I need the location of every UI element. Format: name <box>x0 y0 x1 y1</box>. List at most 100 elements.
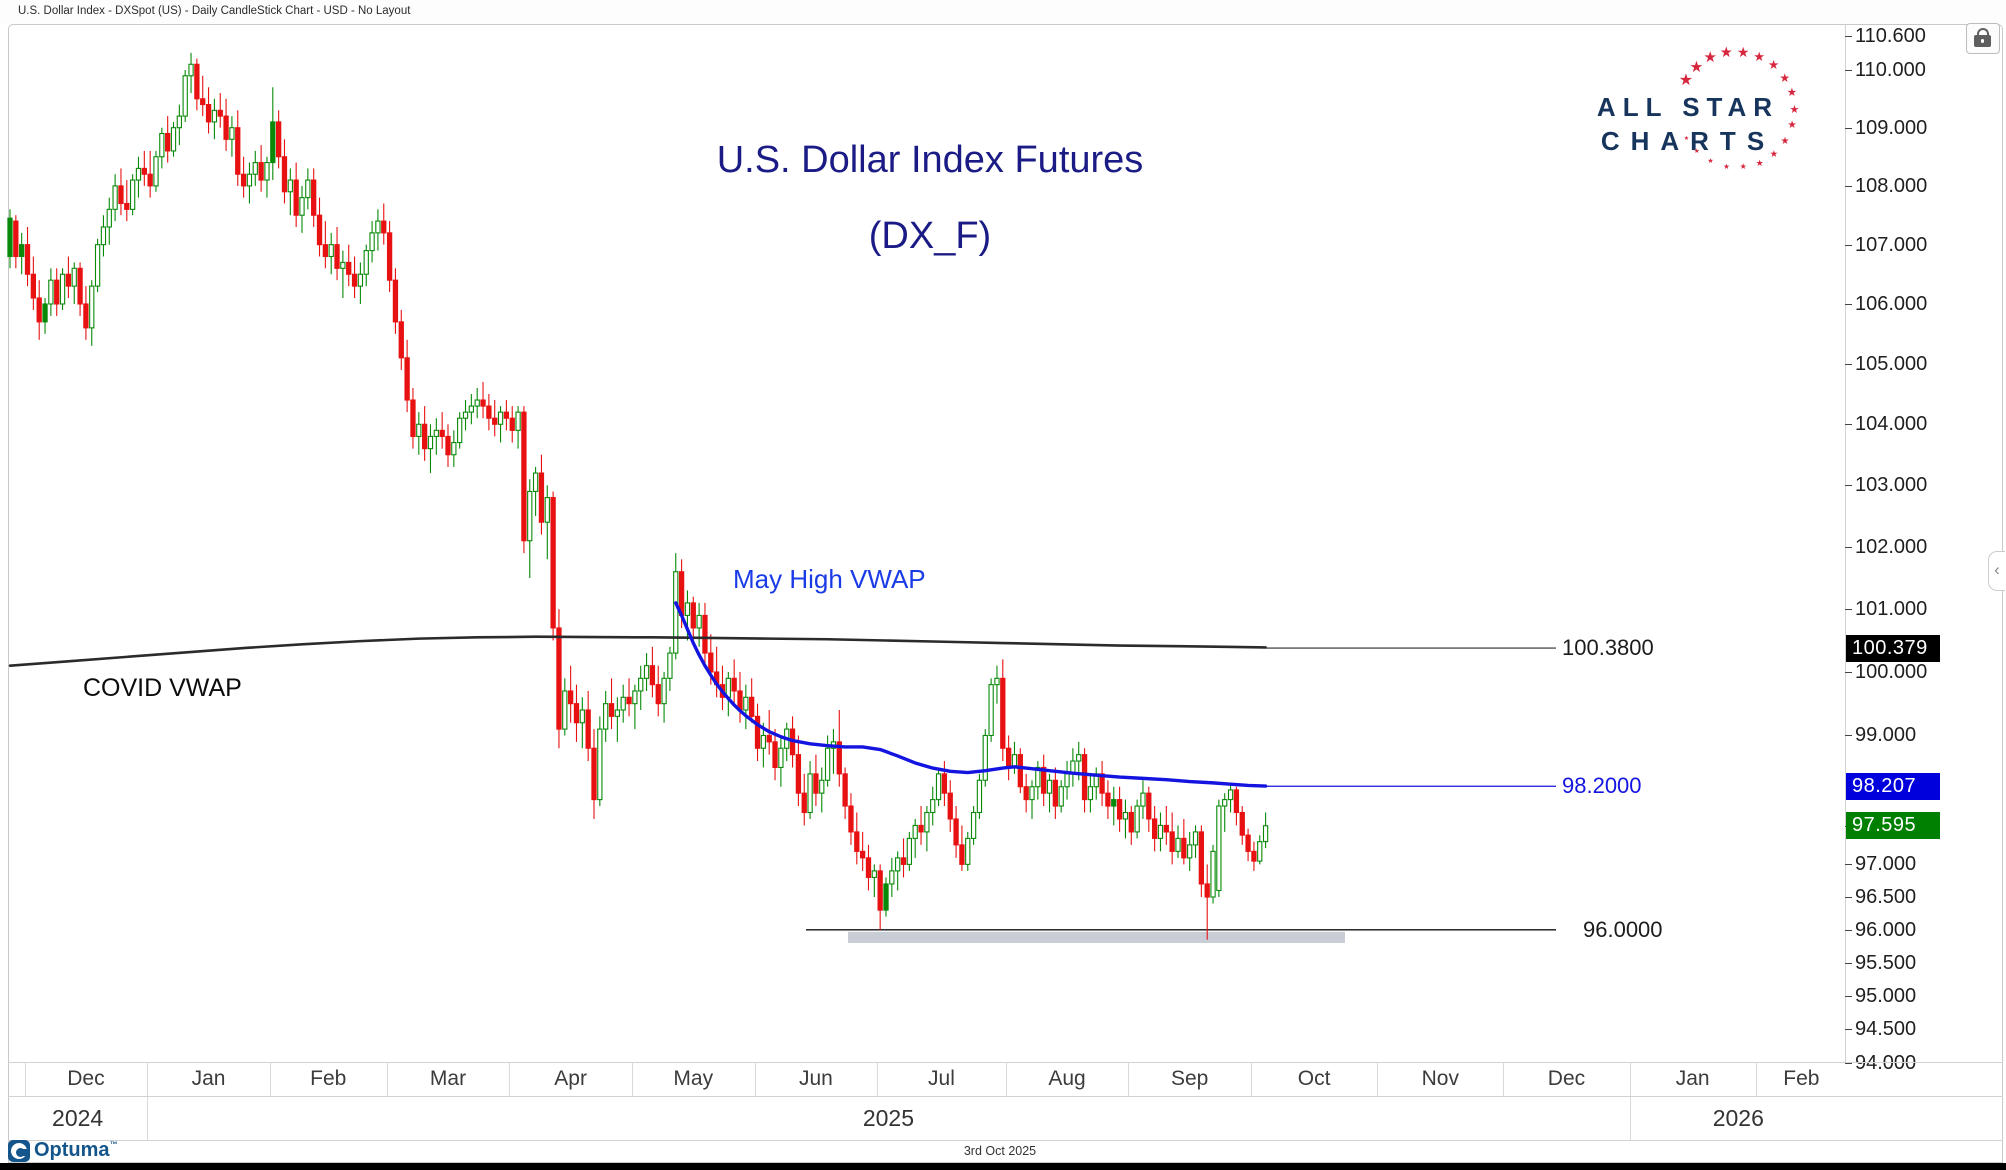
y-axis-label: 96.000 <box>1855 918 1917 941</box>
x-axis-month-Oct: Oct <box>1297 1067 1331 1090</box>
star-icon: ★ <box>1678 72 1694 89</box>
star-icon: ★ <box>1786 86 1798 99</box>
month-divider <box>386 1063 388 1096</box>
collapse-panel-chevron-icon[interactable]: ‹ <box>1988 551 2005 591</box>
star-icon: ★ <box>1780 135 1790 147</box>
all-star-charts-logo: ALL STAR CHARTS ★ ★ ★ ★ ★ ★ ★ ★ ★ ★ ★ ★ ★ ★ ★ ★ ★ ★ ★ <box>1585 44 1820 178</box>
month-divider <box>1755 1063 1757 1096</box>
y-axis-tick <box>1845 995 1852 997</box>
y-axis-label: 104.000 <box>1855 413 1928 436</box>
star-icon: ★ <box>1755 157 1764 168</box>
optuma-logo-icon <box>8 1140 30 1162</box>
y-axis-tick <box>1845 546 1852 548</box>
star-icon: ★ <box>1779 71 1791 86</box>
x-axis-month-Jan: Jan <box>191 1067 226 1090</box>
y-axis-label: 110.000 <box>1855 59 1926 82</box>
y-axis-label: 110.600 <box>1855 24 1926 47</box>
x-axis-year-2026: 2026 <box>1712 1105 1764 1131</box>
y-axis-label: 96.500 <box>1855 886 1917 909</box>
month-divider <box>1251 1063 1252 1096</box>
covid-vwap-line <box>8 635 1267 667</box>
star-icon: ★ <box>1739 162 1747 172</box>
year-divider <box>147 1097 149 1140</box>
star-icon: ★ <box>1719 44 1733 61</box>
month-divider <box>269 1063 271 1096</box>
x-axis-month-Apr: Apr <box>554 1067 587 1090</box>
month-divider <box>509 1063 511 1096</box>
y-axis-label: 105.000 <box>1855 352 1928 375</box>
y-axis-tick <box>1845 303 1852 305</box>
y-axis-tick <box>1845 864 1852 866</box>
y-axis-label: 97.000 <box>1855 853 1917 876</box>
y-axis-label: 95.000 <box>1855 984 1917 1007</box>
x-axis-month-Feb: Feb <box>1783 1067 1820 1090</box>
star-icon: ★ <box>1736 44 1750 60</box>
x-axis-month-Dec: Dec <box>67 1067 105 1090</box>
taskbar-edge <box>0 1163 2006 1170</box>
x-axis-year-2025: 2025 <box>862 1105 914 1131</box>
y-axis-label: 102.000 <box>1855 535 1928 558</box>
month-divider <box>147 1063 149 1096</box>
covid-vwap-price-label: 100.3800 <box>1562 635 1654 661</box>
y-axis-label: 100.000 <box>1855 661 1928 683</box>
y-axis-tick <box>1845 962 1852 964</box>
y-axis-label: 101.000 <box>1855 598 1928 621</box>
x-axis-month-Aug: Aug <box>1048 1067 1086 1090</box>
month-divider <box>1377 1063 1379 1096</box>
x-axis-month-Jan: Jan <box>1675 1067 1710 1090</box>
logo-text-all-star: ALL STAR <box>1596 92 1780 122</box>
x-axis-month-Mar: Mar <box>429 1067 467 1090</box>
may-vwap-axis-badge: 98.207 <box>1846 772 1940 800</box>
axis-lock-button[interactable] <box>1966 23 2000 54</box>
support-highlight-band <box>848 931 1345 944</box>
y-axis-label: 107.000 <box>1855 233 1928 256</box>
chart-title: U.S. Dollar Index Futures (DX_F) <box>530 122 1330 274</box>
month-divider <box>1629 1063 1631 1096</box>
month-divider <box>631 1063 633 1096</box>
star-icon: ★ <box>1753 49 1766 65</box>
y-axis-separator <box>1845 25 1846 1062</box>
optuma-logo-text: Optuma <box>34 1139 110 1161</box>
y-axis-tick <box>1845 185 1852 187</box>
x-axis-month-Feb: Feb <box>310 1067 347 1090</box>
star-icon: ★ <box>1723 162 1730 172</box>
star-icon: ★ <box>1683 136 1690 142</box>
y-axis-tick <box>1845 672 1852 673</box>
y-axis-label: 109.000 <box>1855 116 1928 139</box>
star-icon: ★ <box>1769 148 1778 159</box>
year-divider <box>1629 1097 1631 1140</box>
x-axis-month-May: May <box>673 1067 714 1090</box>
y-axis-tick <box>1845 1029 1852 1031</box>
star-icon: ★ <box>1789 103 1800 116</box>
star-icon: ★ <box>1689 59 1704 77</box>
may-high-vwap-annotation: May High VWAP <box>733 564 926 594</box>
may-vwap-price-label: 98.2000 <box>1562 773 1642 799</box>
x-axis-month-Jul: Jul <box>928 1067 955 1090</box>
chart-title-line2: (DX_F) <box>868 215 992 257</box>
y-axis-label: 108.000 <box>1855 174 1928 197</box>
y-axis-label: 106.000 <box>1855 292 1928 315</box>
star-icon: ★ <box>1707 157 1714 166</box>
y-axis-tick <box>1845 735 1852 737</box>
chart-date: 3rd Oct 2025 <box>963 1144 1037 1158</box>
month-divider <box>754 1063 756 1096</box>
y-axis-label: 99.000 <box>1855 724 1917 747</box>
y-axis-tick <box>1845 363 1852 365</box>
last-price-axis-badge: 97.595 <box>1846 812 1940 840</box>
support-price-label: 96.0000 <box>1583 916 1663 942</box>
y-axis-tick <box>1845 1062 1852 1064</box>
chart-title-line1: U.S. Dollar Index Futures <box>716 139 1144 181</box>
y-axis-tick <box>1845 35 1852 37</box>
x-axis-month-Sep: Sep <box>1170 1067 1209 1090</box>
y-axis-tick <box>1845 897 1852 899</box>
star-icon: ★ <box>1693 147 1700 155</box>
x-axis-month-stub <box>8 1062 25 1096</box>
month-divider <box>1128 1063 1130 1096</box>
candlestick-chart-canvas[interactable] <box>0 0 2006 1062</box>
window-title: U.S. Dollar Index - DXSpot (US) - Daily … <box>18 5 411 17</box>
month-divider <box>1503 1063 1505 1096</box>
lock-icon <box>1977 28 1989 37</box>
x-axis-month-Dec: Dec <box>1547 1067 1586 1090</box>
covid-vwap-axis-badge: 100.379 <box>1846 634 1940 662</box>
x-axis-month-Nov: Nov <box>1421 1067 1459 1090</box>
